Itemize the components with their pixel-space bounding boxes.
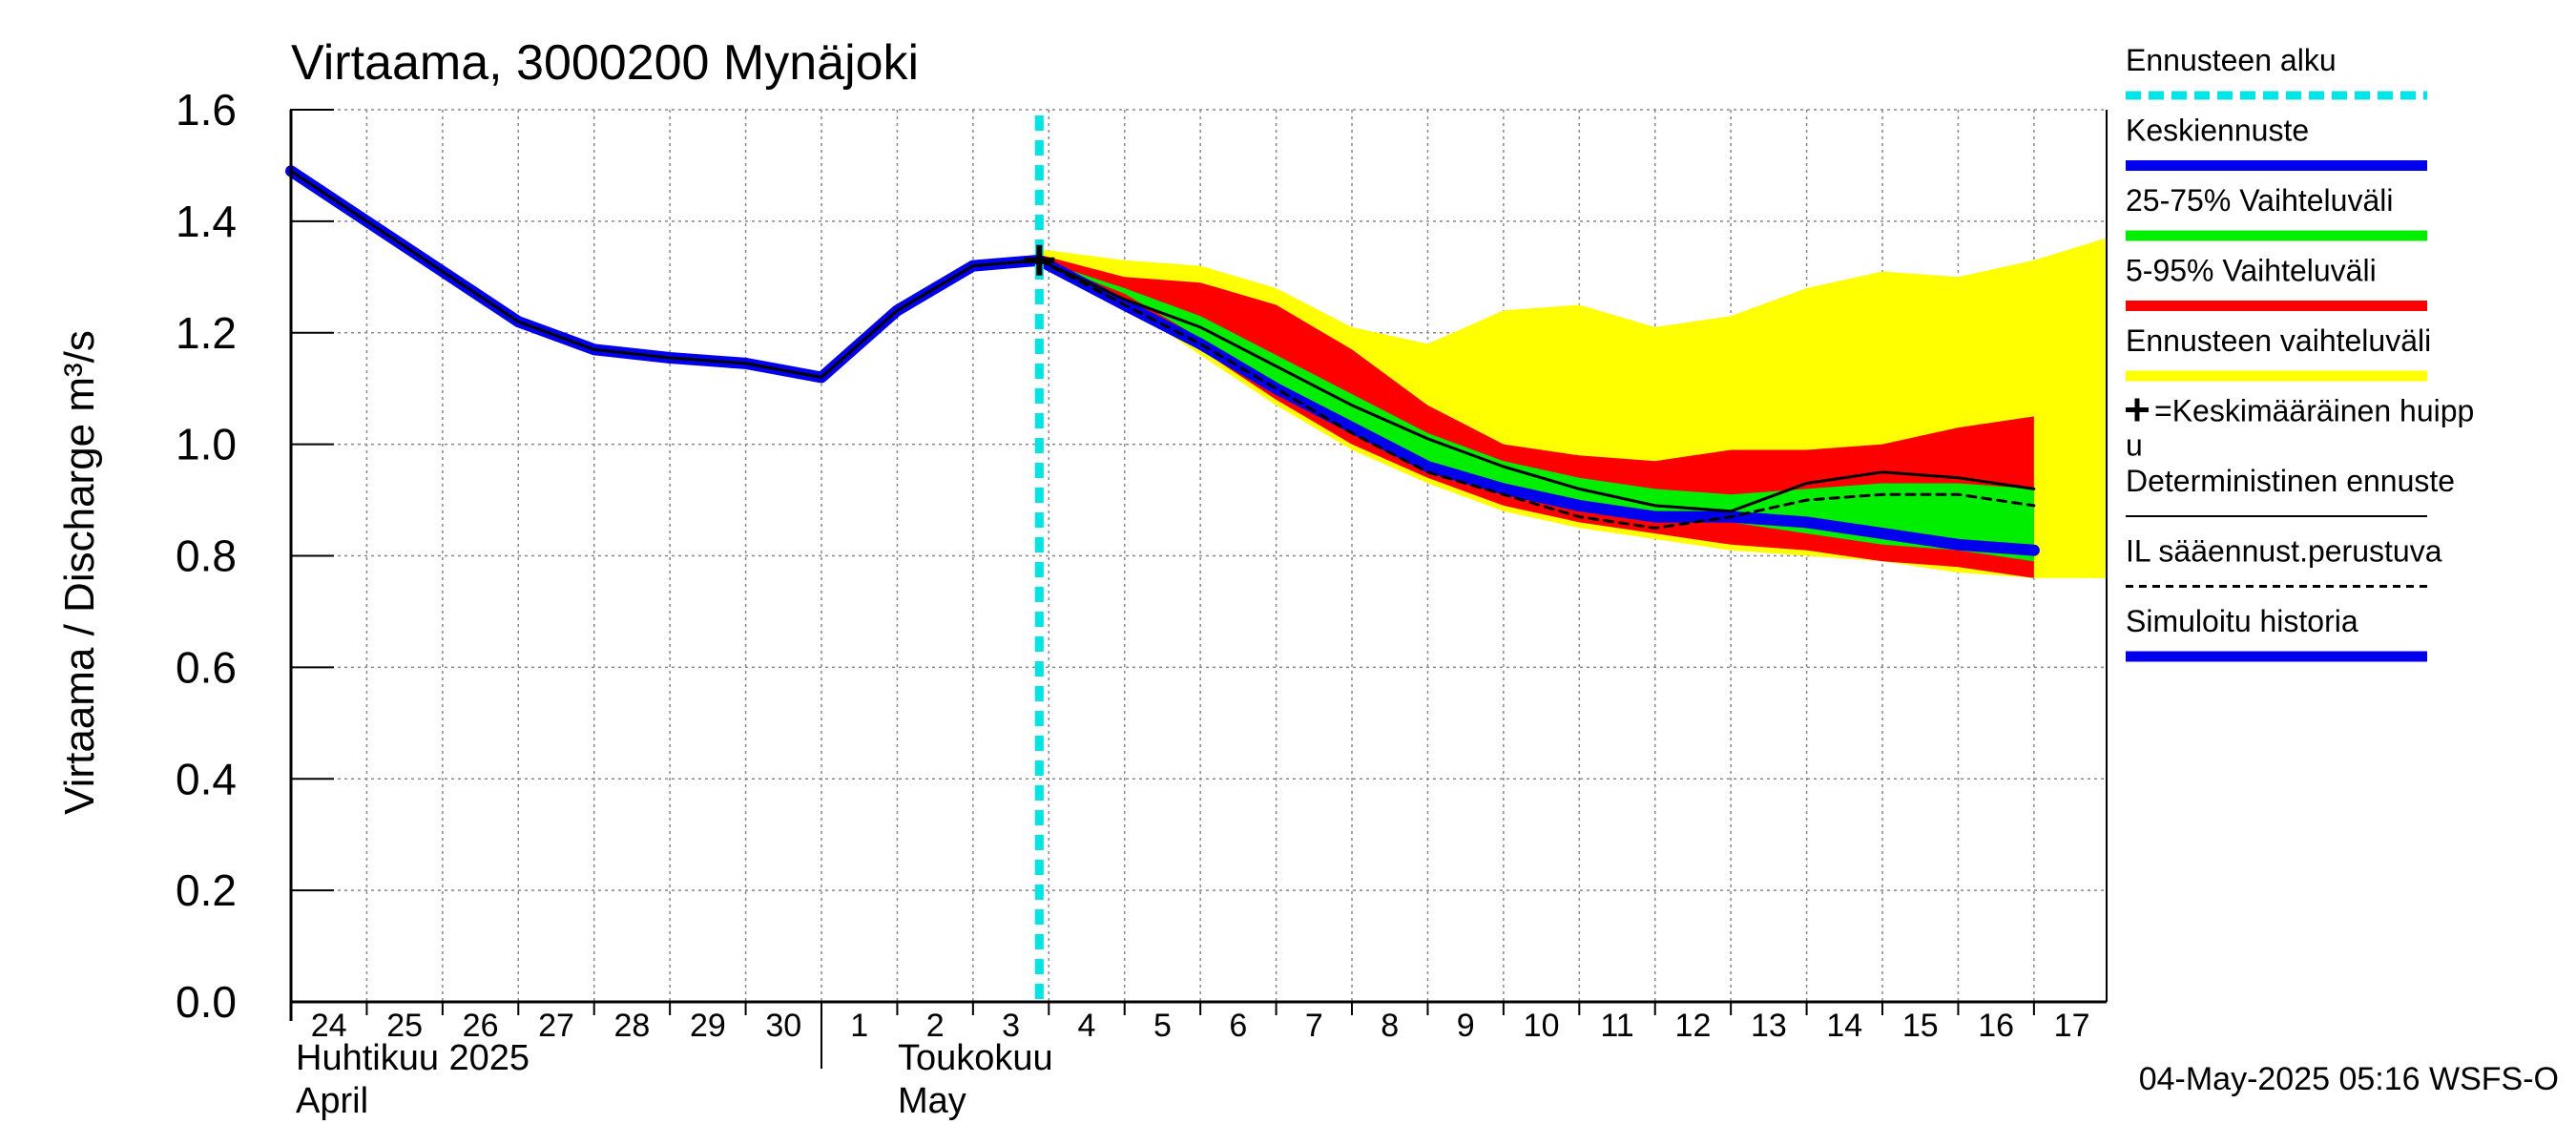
month-label: Huhtikuu 2025 — [296, 1038, 530, 1078]
x-tick-label: 13 — [1751, 1008, 1787, 1044]
y-tick-label: 0.6 — [176, 642, 237, 692]
legend-item: IL sääennust.perustuva — [2126, 534, 2442, 588]
chart-title: Virtaama, 3000200 Mynäjoki — [291, 35, 919, 91]
legend-label: 25-75% Vaihteluväli — [2126, 183, 2393, 218]
x-tick-label: 7 — [1305, 1008, 1323, 1044]
x-tick-label: 10 — [1524, 1008, 1560, 1044]
y-tick-label: 0.8 — [176, 531, 237, 581]
legend-item: =Keskimääräinen huipp u — [2126, 394, 2474, 463]
series-il-s-ennust-perustuva — [1037, 259, 2036, 530]
x-tick-label: 2 — [926, 1008, 945, 1044]
y-tick-label: 1.0 — [176, 420, 237, 469]
legend-label: Keskiennuste — [2126, 114, 2309, 148]
x-tick-label: 28 — [614, 1008, 651, 1044]
x-tick-label: 15 — [1902, 1008, 1939, 1044]
x-tick-label: 16 — [1978, 1008, 2014, 1044]
legend: Ennusteen alku Keskiennuste 25-75% Vaihtel… — [2126, 43, 2474, 662]
x-tick-label: 5 — [1153, 1008, 1172, 1044]
y-tick-label: 1.6 — [176, 85, 237, 135]
y-tick-label: 1.2 — [176, 308, 237, 358]
legend-label: Ennusteen vaihteluväli — [2126, 323, 2431, 358]
y-tick-label: 0.4 — [176, 754, 237, 803]
legend-item: Ennusteen vaihteluväli — [2126, 323, 2431, 382]
legend-label: =Keskimääräinen huipp — [2154, 394, 2474, 428]
month-label-en: May — [898, 1081, 966, 1121]
x-tick-label: 4 — [1078, 1008, 1096, 1044]
legend-label: IL sääennust.perustuva — [2126, 534, 2442, 569]
x-tick-label: 27 — [538, 1008, 574, 1044]
month-label: Toukokuu — [898, 1038, 1053, 1078]
timestamp-label: 04-May-2025 05:16 WSFS-O — [2139, 1061, 2559, 1097]
legend-item: Simuloitu historia — [2126, 604, 2427, 662]
x-tick-label: 24 — [311, 1008, 347, 1044]
legend-label-continued: u — [2126, 428, 2143, 463]
x-tick-label: 25 — [386, 1008, 423, 1044]
y-tick-label: 0.2 — [176, 865, 237, 915]
legend-label: Deterministinen ennuste — [2126, 464, 2455, 498]
y-axis-label: Virtaama / Discharge m³/s — [56, 330, 103, 815]
legend-item: 25-75% Vaihteluväli — [2126, 183, 2427, 241]
x-tick-label: 30 — [765, 1008, 801, 1044]
y-tick-label: 0.0 — [176, 977, 237, 1027]
legend-item: Keskiennuste — [2126, 114, 2427, 171]
x-tick-label: 26 — [463, 1008, 499, 1044]
legend-item: Ennusteen alku — [2126, 43, 2427, 100]
x-tick-label: 6 — [1229, 1008, 1247, 1044]
x-tick-label: 17 — [2054, 1008, 2090, 1044]
band-25-75-vaihteluv-li — [1039, 260, 2034, 562]
legend-label: Simuloitu historia — [2126, 604, 2358, 638]
x-tick-label: 12 — [1675, 1008, 1712, 1044]
legend-item: Deterministinen ennuste — [2126, 464, 2455, 517]
axes: 0.00.20.40.60.81.01.21.41.624 25 26 27 28 29 3… — [176, 85, 2108, 1121]
x-tick-label: 8 — [1381, 1008, 1399, 1044]
x-tick-label: 1 — [850, 1008, 868, 1044]
legend-item: 5-95% Vaihteluväli — [2126, 254, 2427, 311]
legend-label: Ennusteen alku — [2126, 43, 2337, 77]
x-tick-label: 11 — [1600, 1008, 1633, 1044]
legend-label: 5-95% Vaihteluväli — [2126, 254, 2377, 288]
plot-area — [285, 109, 2107, 1003]
y-tick-label: 1.4 — [176, 197, 237, 246]
x-tick-label: 9 — [1457, 1008, 1475, 1044]
series-deterministinen-ennuste — [289, 169, 2036, 513]
series-keskiennuste — [1033, 254, 2040, 556]
x-tick-label: 14 — [1826, 1008, 1862, 1044]
x-tick-label: 3 — [1002, 1008, 1020, 1044]
x-tick-label: 29 — [690, 1008, 726, 1044]
month-label-en: April — [296, 1081, 368, 1121]
